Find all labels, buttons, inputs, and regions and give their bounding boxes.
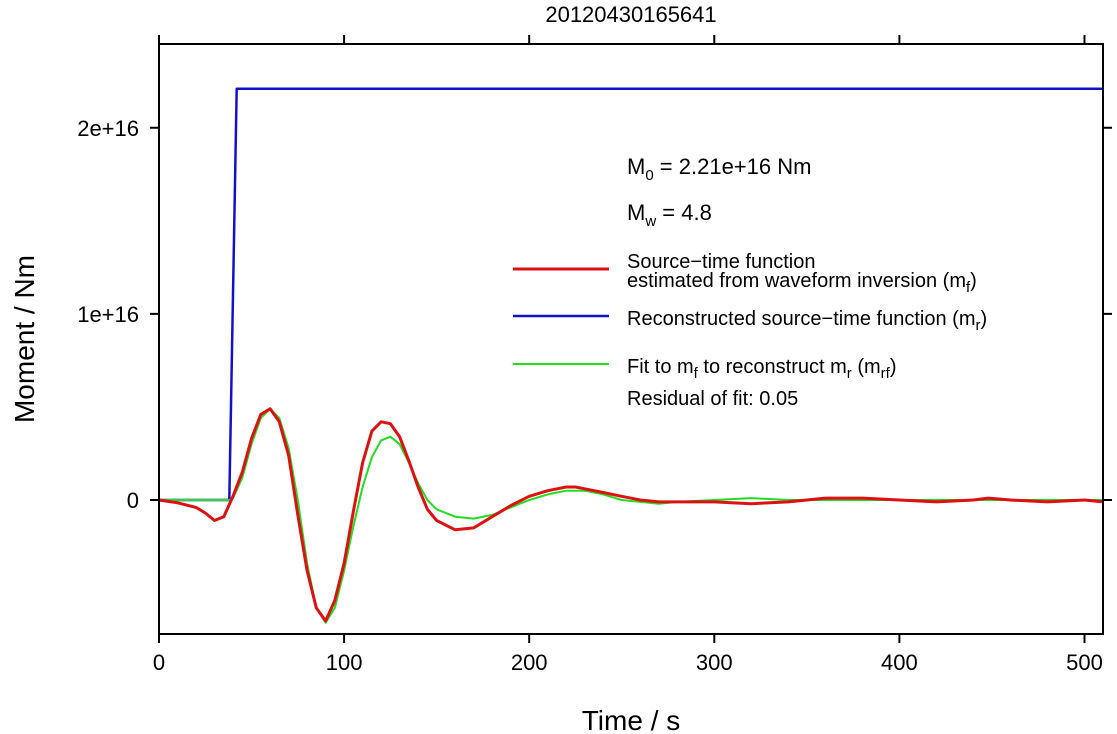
x-tick-label: 0: [153, 650, 165, 675]
y-tick-label: 2e+16: [77, 116, 139, 141]
legend-label-fit: Fit to mf to reconstruct mr (mrf): [627, 356, 897, 382]
x-tick-label: 500: [1066, 650, 1103, 675]
legend: Source−time function estimated from wave…: [513, 251, 987, 410]
y-axis-label: Moment / Nm: [9, 255, 40, 423]
x-tick-label: 200: [511, 650, 548, 675]
series-fit: [159, 407, 1103, 624]
annotations: M0 = 2.21e+16 Nm Mw = 4.8: [627, 154, 811, 230]
plot-frame: [158, 43, 1104, 635]
y-tick-label: 0: [127, 488, 139, 513]
series-source-time-function: [158, 407, 1104, 623]
x-tick-label: 100: [326, 650, 363, 675]
x-tick-label: 300: [696, 650, 733, 675]
legend-label-reconstructed: Reconstructed source−time function (mr): [627, 308, 987, 334]
plot-series: [158, 87, 1104, 624]
axis-ticks: 0 100 200 300 400 500 0 1e+16 2e+16: [77, 35, 1112, 675]
legend-label-source-time-2: estimated from waveform inversion (mf): [627, 270, 977, 296]
residual-annotation: Residual of fit: 0.05: [627, 388, 798, 410]
x-axis-label: Time / s: [582, 705, 681, 734]
legend-label-source-time-1: Source−time function: [627, 251, 815, 273]
m0-annotation: M0 = 2.21e+16 Nm: [627, 154, 811, 184]
y-tick-label: 1e+16: [77, 302, 139, 327]
mw-annotation: Mw = 4.8: [627, 200, 712, 230]
series-reconstructed: [159, 87, 1103, 502]
chart-title: 20120430165641: [545, 2, 716, 27]
x-tick-label: 400: [881, 650, 918, 675]
